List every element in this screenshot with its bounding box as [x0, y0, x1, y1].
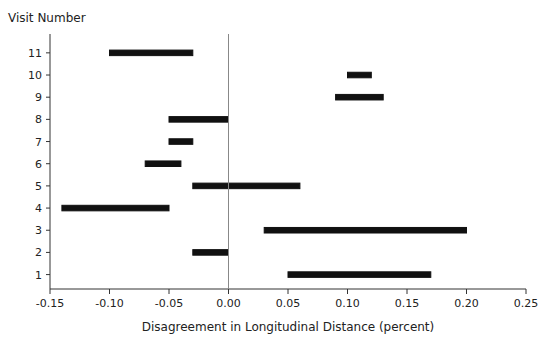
x-tick [228, 289, 229, 294]
x-tick-label: -0.15 [36, 297, 64, 310]
y-tick [46, 274, 50, 275]
x-tick [407, 289, 408, 294]
y-tick-label: 2 [35, 246, 42, 259]
y-tick-label: 11 [28, 47, 42, 60]
y-tick [46, 185, 50, 186]
range-bar [193, 250, 229, 256]
plot-area [62, 34, 467, 289]
x-tick-label: -0.05 [155, 297, 183, 310]
y-tick [46, 163, 50, 164]
y-tick [46, 230, 50, 231]
y-tick-label: 9 [35, 91, 42, 104]
y-tick-label: 5 [35, 180, 42, 193]
y-axis-line [50, 34, 51, 289]
range-bar [193, 183, 300, 189]
x-tick-label: 0.05 [276, 297, 301, 310]
x-tick-label: 0.20 [454, 297, 479, 310]
x-tick [347, 289, 348, 294]
y-tick [46, 75, 50, 76]
range-bar [336, 94, 384, 100]
x-tick [466, 289, 467, 294]
x-tick [109, 289, 110, 294]
y-tick-label: 4 [35, 202, 42, 215]
x-tick-label: 0.10 [335, 297, 360, 310]
y-tick-label: 7 [35, 136, 42, 149]
y-tick [46, 97, 50, 98]
range-bar [288, 272, 431, 278]
x-axis-label: Disagreement in Longitudinal Distance (p… [142, 320, 435, 334]
range-bar [348, 72, 372, 78]
y-tick [46, 141, 50, 142]
x-tick [288, 289, 289, 294]
y-tick-label: 1 [35, 269, 42, 282]
x-tick-label: 0.00 [216, 297, 241, 310]
range-bar [264, 227, 466, 233]
range-bar [145, 161, 181, 167]
y-tick-label: 6 [35, 158, 42, 171]
y-tick-label: 3 [35, 224, 42, 237]
range-bar [110, 50, 193, 56]
x-tick [526, 289, 527, 294]
x-tick-label: -0.10 [95, 297, 123, 310]
y-tick [46, 208, 50, 209]
y-tick-label: 10 [28, 69, 42, 82]
y-tick [46, 119, 50, 120]
range-bar [62, 205, 169, 211]
y-axis-label: Visit Number [8, 11, 86, 25]
range-bar [169, 117, 229, 123]
x-tick [50, 289, 51, 294]
y-tick [46, 252, 50, 253]
chart: -0.15 -0.10 -0.05 0.00 0.05 0.10 0.15 0.20 0.25 1… [0, 0, 544, 341]
y-tick [46, 52, 50, 53]
y-tick-label: 8 [35, 113, 42, 126]
reference-line [228, 34, 229, 289]
range-bar [169, 139, 193, 145]
x-tick-label: 0.25 [514, 297, 539, 310]
x-tick [169, 289, 170, 294]
x-tick-label: 0.15 [395, 297, 420, 310]
